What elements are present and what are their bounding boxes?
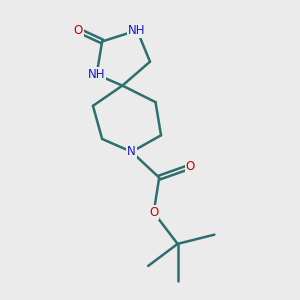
Text: O: O — [186, 160, 195, 173]
Text: NH: NH — [88, 68, 105, 81]
Text: N: N — [127, 145, 136, 158]
Text: NH: NH — [128, 24, 146, 37]
Text: O: O — [149, 206, 158, 219]
Text: O: O — [74, 24, 83, 37]
